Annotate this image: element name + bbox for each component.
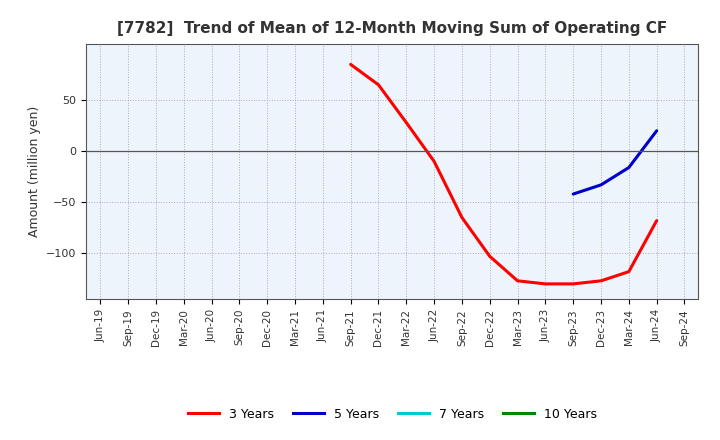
Y-axis label: Amount (million yen): Amount (million yen) [28,106,41,237]
Legend: 3 Years, 5 Years, 7 Years, 10 Years: 3 Years, 5 Years, 7 Years, 10 Years [183,403,602,425]
Title: [7782]  Trend of Mean of 12-Month Moving Sum of Operating CF: [7782] Trend of Mean of 12-Month Moving … [117,21,667,36]
